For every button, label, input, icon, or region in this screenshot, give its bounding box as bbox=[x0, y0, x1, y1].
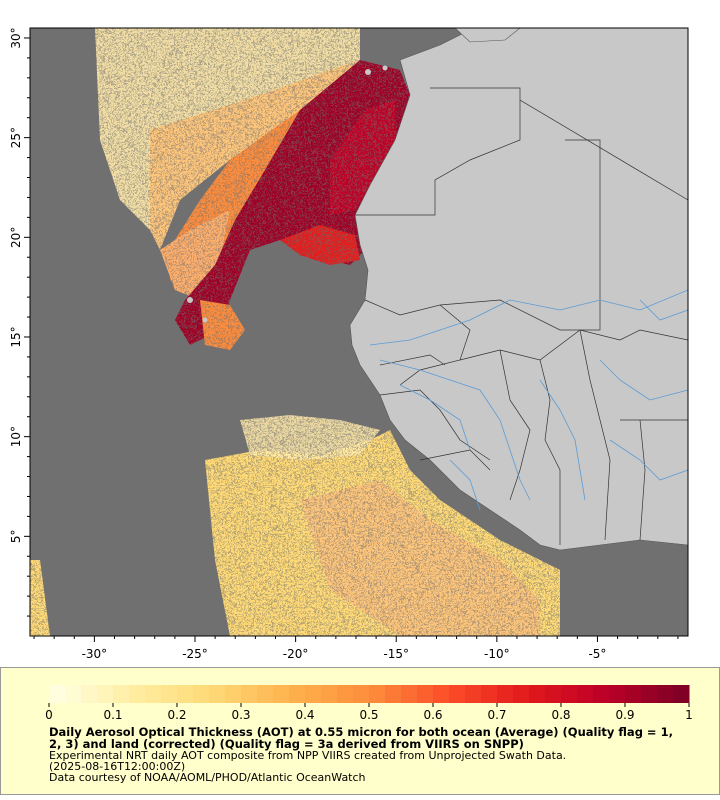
x-axis: -30° -25° -20° -15° -10° -5° bbox=[33, 636, 679, 661]
colorbar-tick-label: 0.2 bbox=[167, 708, 187, 722]
colorbar-swatch bbox=[81, 685, 98, 703]
legend-note-credit: Data courtesy of NOAA/AOML/PHOD/Atlantic… bbox=[49, 771, 366, 784]
legend-note-source: Experimental NRT daily AOT composite fro… bbox=[49, 749, 567, 762]
colorbar-swatch bbox=[465, 685, 482, 703]
land-iberia bbox=[454, 28, 521, 43]
colorbar-swatch bbox=[177, 685, 194, 703]
colorbar-swatch bbox=[593, 685, 610, 703]
country-borders bbox=[355, 87, 688, 545]
aot-map: -30° -25° -20° -15° -10° -5° 30° 25° 20° 15° 10° 5… bbox=[9, 27, 689, 661]
colorbar-swatch bbox=[577, 685, 594, 703]
colorbar-tick-label: 0.8 bbox=[551, 708, 571, 722]
y-tick-label: 25° bbox=[9, 127, 23, 148]
land-africa bbox=[349, 28, 688, 551]
colorbar-swatch bbox=[97, 685, 114, 703]
colorbar-swatch bbox=[433, 685, 450, 703]
colorbar-swatch bbox=[513, 685, 530, 703]
colorbar-swatch bbox=[321, 685, 338, 703]
colorbar-swatch bbox=[369, 685, 386, 703]
colorbar-swatch bbox=[129, 685, 146, 703]
colorbar-swatch bbox=[65, 685, 82, 703]
colorbar-tick-label: 0.9 bbox=[615, 708, 635, 722]
colorbar-swatch bbox=[289, 685, 306, 703]
cape-verde-island bbox=[202, 317, 208, 323]
y-tick-label: 5° bbox=[9, 530, 23, 544]
canary-island bbox=[365, 69, 371, 75]
colorbar-swatch bbox=[625, 685, 642, 703]
colorbar-swatch bbox=[401, 685, 418, 703]
aot-field bbox=[30, 28, 560, 636]
colorbar-tick-label: 0.3 bbox=[231, 708, 251, 722]
x-tick-label: -20° bbox=[283, 647, 309, 661]
map-frame: -30° -25° -20° -15° -10° -5° 30° 25° 20° 15° 10° 5… bbox=[9, 27, 689, 661]
y-tick-label: 20° bbox=[9, 227, 23, 248]
colorbar-swatch bbox=[497, 685, 514, 703]
colorbar bbox=[48, 685, 690, 707]
colorbar-swatch bbox=[145, 685, 162, 703]
x-tick-label: -10° bbox=[484, 647, 510, 661]
colorbar-swatch bbox=[273, 685, 290, 703]
y-tick-label: 30° bbox=[9, 27, 23, 48]
legend-panel: 0 0.1 0.2 0.3 0.4 0.5 0.6 0.7 0.8 0.9 1 Daily Aero… bbox=[0, 667, 720, 795]
colorbar-swatch bbox=[49, 685, 66, 703]
colorbar-tick-label: 0.7 bbox=[487, 708, 507, 722]
y-tick-label: 15° bbox=[9, 326, 23, 347]
rivers bbox=[369, 289, 688, 511]
canary-island bbox=[382, 65, 388, 71]
colorbar-swatch bbox=[241, 685, 258, 703]
colorbar-swatch bbox=[561, 685, 578, 703]
x-tick-label: -15° bbox=[383, 647, 409, 661]
colorbar-swatch bbox=[305, 685, 322, 703]
colorbar-swatch bbox=[385, 685, 402, 703]
y-tick-label: 10° bbox=[9, 426, 23, 447]
y-axis: 30° 25° 20° 15° 10° 5° bbox=[9, 27, 30, 617]
x-tick-label: -25° bbox=[182, 647, 208, 661]
colorbar-swatch bbox=[641, 685, 658, 703]
legend-note-date: (2025-08-16T12:00:00Z) bbox=[49, 760, 186, 773]
colorbar-tick-label: 0.1 bbox=[103, 708, 123, 722]
colorbar-swatch bbox=[225, 685, 242, 703]
colorbar-swatch bbox=[353, 685, 370, 703]
colorbar-swatch bbox=[449, 685, 466, 703]
colorbar-tick-label: 0 bbox=[45, 708, 53, 722]
colorbar-swatch bbox=[481, 685, 498, 703]
colorbar-tick-label: 1 bbox=[685, 708, 693, 722]
colorbar-swatch bbox=[673, 685, 690, 703]
legend-title: Daily Aerosol Optical Thickness (AOT) at… bbox=[49, 725, 673, 751]
colorbar-swatch bbox=[209, 685, 226, 703]
colorbar-swatch bbox=[113, 685, 130, 703]
colorbar-tick-label: 0.5 bbox=[359, 708, 379, 722]
colorbar-swatch bbox=[417, 685, 434, 703]
plot-frame bbox=[29, 27, 689, 637]
x-tick-label: -5° bbox=[588, 647, 606, 661]
cape-verde-island bbox=[187, 297, 193, 303]
colorbar-swatch bbox=[609, 685, 626, 703]
colorbar-swatch bbox=[161, 685, 178, 703]
colorbar-swatch bbox=[193, 685, 210, 703]
colorbar-swatch bbox=[337, 685, 354, 703]
colorbar-tick-label: 0.4 bbox=[295, 708, 315, 722]
colorbar-tick-label: 0.6 bbox=[423, 708, 443, 722]
x-tick-label: -30° bbox=[82, 647, 108, 661]
colorbar-swatch bbox=[657, 685, 674, 703]
colorbar-swatch bbox=[529, 685, 546, 703]
colorbar-swatch bbox=[257, 685, 274, 703]
colorbar-swatch bbox=[545, 685, 562, 703]
